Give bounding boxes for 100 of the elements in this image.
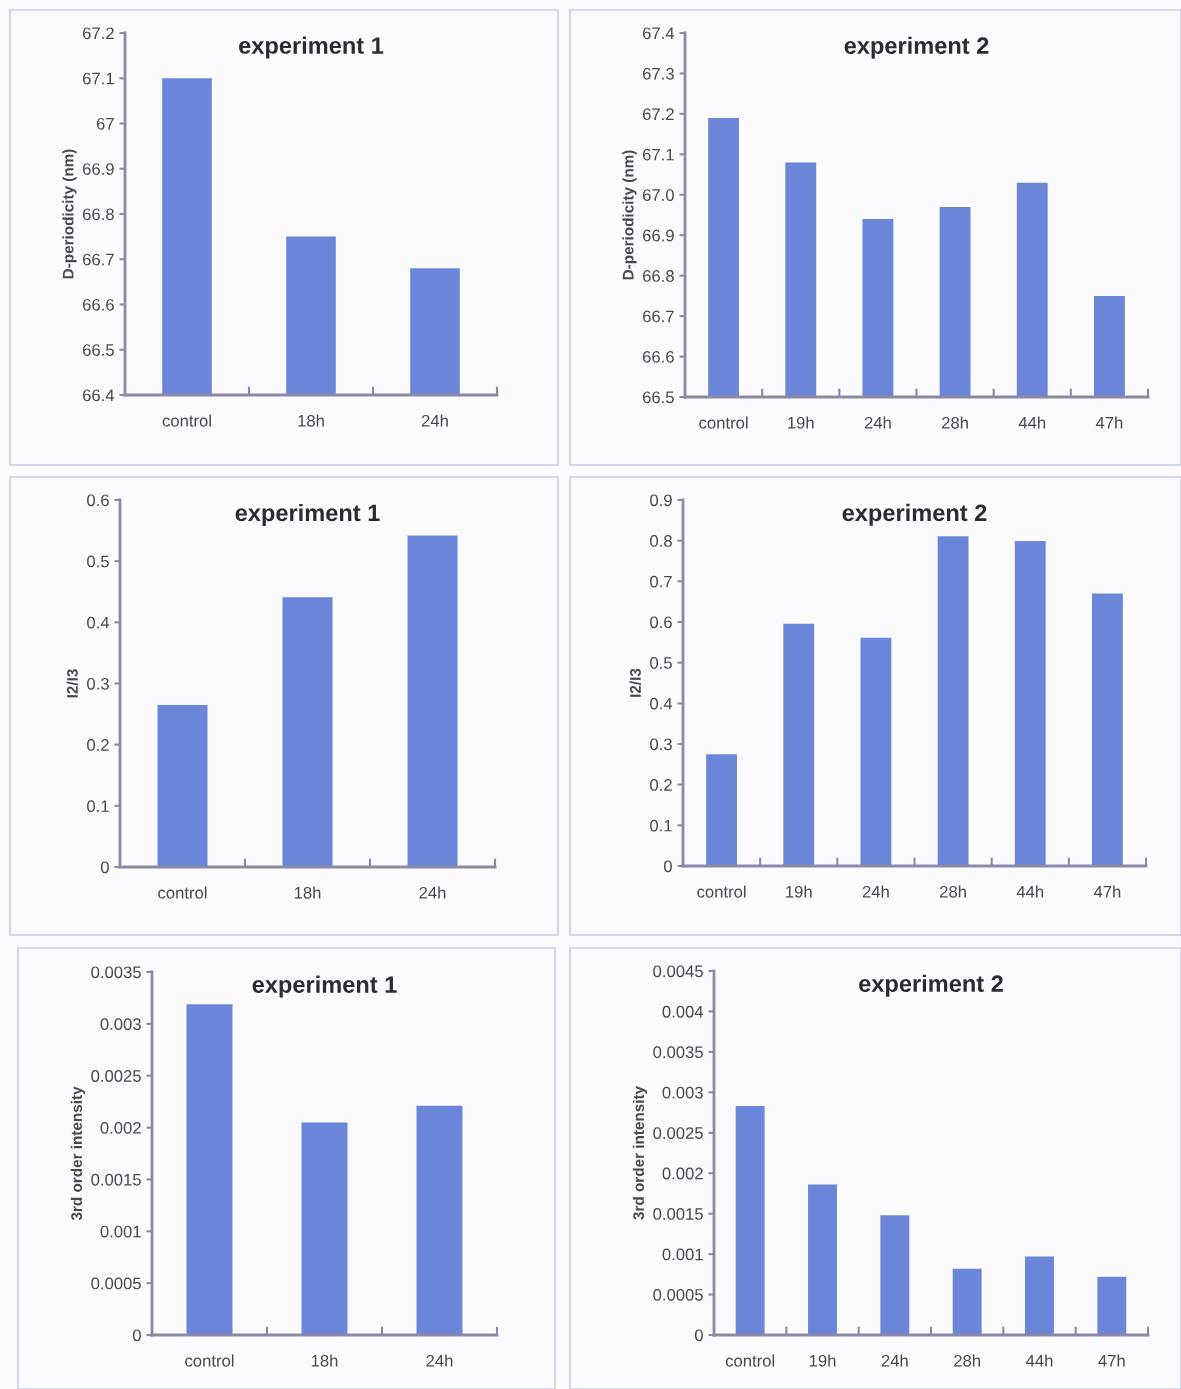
bar [808,1184,837,1335]
bar [1014,541,1046,866]
y-tick-label: 0.5 [650,657,672,669]
x-tick-label: 28h [940,885,966,898]
x-tick-label: 24h [881,1354,908,1367]
y-tick-label: 0.2 [650,779,672,791]
y-tick-label: 0 [100,861,109,874]
bar [735,1106,765,1335]
x-tick-label: 28h [942,416,968,429]
x-tick-label: control [725,1354,775,1367]
y-tick-label: 0.003 [100,1018,141,1031]
bar [416,1105,463,1335]
y-tick-label: 0.0005 [91,1277,141,1290]
y-tick-label: 0.0035 [653,1046,703,1059]
y-tick-label: 0.6 [87,494,109,507]
y-tick-label: 0 [132,1329,141,1342]
x-tick-label: 47h [1095,416,1123,429]
y-tick-label: 67 [96,117,114,130]
y-tick-label: 0.0025 [91,1070,141,1082]
y-tick-label: 0.7 [650,575,672,588]
bar [880,1215,910,1335]
y-tick-label: 0.2 [87,739,109,751]
y-tick-label: 67.0 [642,189,674,201]
y-axis-title: 3rd order intensity [632,1086,648,1220]
x-tick-label: 19h [788,416,814,429]
x-tick-label: 24h [864,416,891,429]
y-tick-label: 0.5 [87,555,109,568]
y-tick-label: 0.4 [87,616,110,629]
x-tick-label: 18h [311,1354,338,1367]
x-tick-label: 24h [862,885,889,898]
bar [282,597,333,867]
y-axis-title: D-periodicity (nm) [622,150,637,280]
y-tick-label: 67.4 [642,27,675,40]
y-axis-title: D-periodicity (nm) [62,149,77,279]
y-tick-label: 0.0015 [91,1173,141,1186]
bar [937,536,969,866]
x-tick-label: control [158,886,207,899]
bar [1025,1256,1054,1335]
x-tick-label: 47h [1098,1354,1125,1367]
x-tick-label: 44h [1025,1354,1053,1367]
x-tick-label: control [185,1354,234,1367]
x-tick-label: 19h [809,1354,836,1367]
x-tick-label: 19h [786,885,812,898]
x-tick-label: 18h [298,414,324,427]
y-tick-label: 66.5 [642,391,674,404]
x-tick-label: 18h [294,886,321,899]
y-tick-label: 0.002 [100,1121,141,1134]
chart-title: experiment 2 [844,36,989,59]
y-tick-label: 67.3 [642,67,674,80]
y-tick-label: 0.001 [662,1248,703,1261]
x-tick-label: 24h [421,414,448,427]
y-axis-title: I2/I3 [629,668,641,697]
x-tick-label: 44h [1016,885,1044,898]
chart-title: experiment 1 [235,503,380,526]
y-tick-label: 66.6 [82,298,114,311]
y-tick-label: 0.0005 [653,1288,703,1301]
x-tick-label: 28h [954,1354,980,1367]
y-tick-label: 0.0045 [653,965,703,978]
bar [186,1004,233,1335]
y-tick-label: 0.6 [650,616,672,629]
chart-title: experiment 2 [859,974,1003,997]
x-tick-label: 24h [419,886,446,899]
x-tick-label: 24h [426,1354,453,1367]
chart-title: experiment 1 [252,975,397,998]
x-tick-label: 47h [1093,885,1121,898]
y-tick-label: 67.2 [82,27,114,40]
x-tick-label: control [162,414,211,427]
y-tick-label: 0.004 [662,1005,704,1018]
bar [407,535,458,867]
y-tick-label: 0.4 [650,697,673,710]
y-tick-label: 66.9 [82,163,114,175]
y-tick-label: 0.0025 [653,1127,703,1139]
bar [1091,593,1123,866]
y-tick-label: 66.6 [642,350,674,363]
bar [952,1268,982,1335]
bar [783,623,815,866]
y-tick-label: 66.9 [642,229,674,242]
y-tick-label: 0.1 [87,800,109,813]
y-tick-label: 0.1 [650,819,672,832]
y-tick-label: 0.3 [87,677,109,690]
bar [706,754,738,866]
y-tick-label: 0.001 [100,1225,141,1238]
y-tick-label: 0.0015 [653,1208,703,1220]
y-tick-label: 0.002 [662,1167,703,1180]
y-tick-label: 0 [663,860,672,873]
y-tick-label: 66.5 [82,344,114,356]
x-tick-label: 44h [1018,416,1046,429]
y-tick-label: 66.8 [82,208,114,221]
y-tick-label: 0 [694,1329,703,1342]
y-tick-label: 0.9 [650,494,672,507]
bar [301,1122,348,1335]
x-tick-label: control [697,885,746,898]
y-axis-title: I2/I3 [66,669,78,698]
bar [157,704,208,867]
y-tick-label: 66.7 [82,253,114,266]
y-tick-label: 0.3 [650,738,672,751]
y-tick-label: 66.8 [642,270,674,282]
bar [860,637,892,866]
y-tick-label: 66.7 [642,310,674,323]
y-tick-label: 67.1 [82,72,114,85]
